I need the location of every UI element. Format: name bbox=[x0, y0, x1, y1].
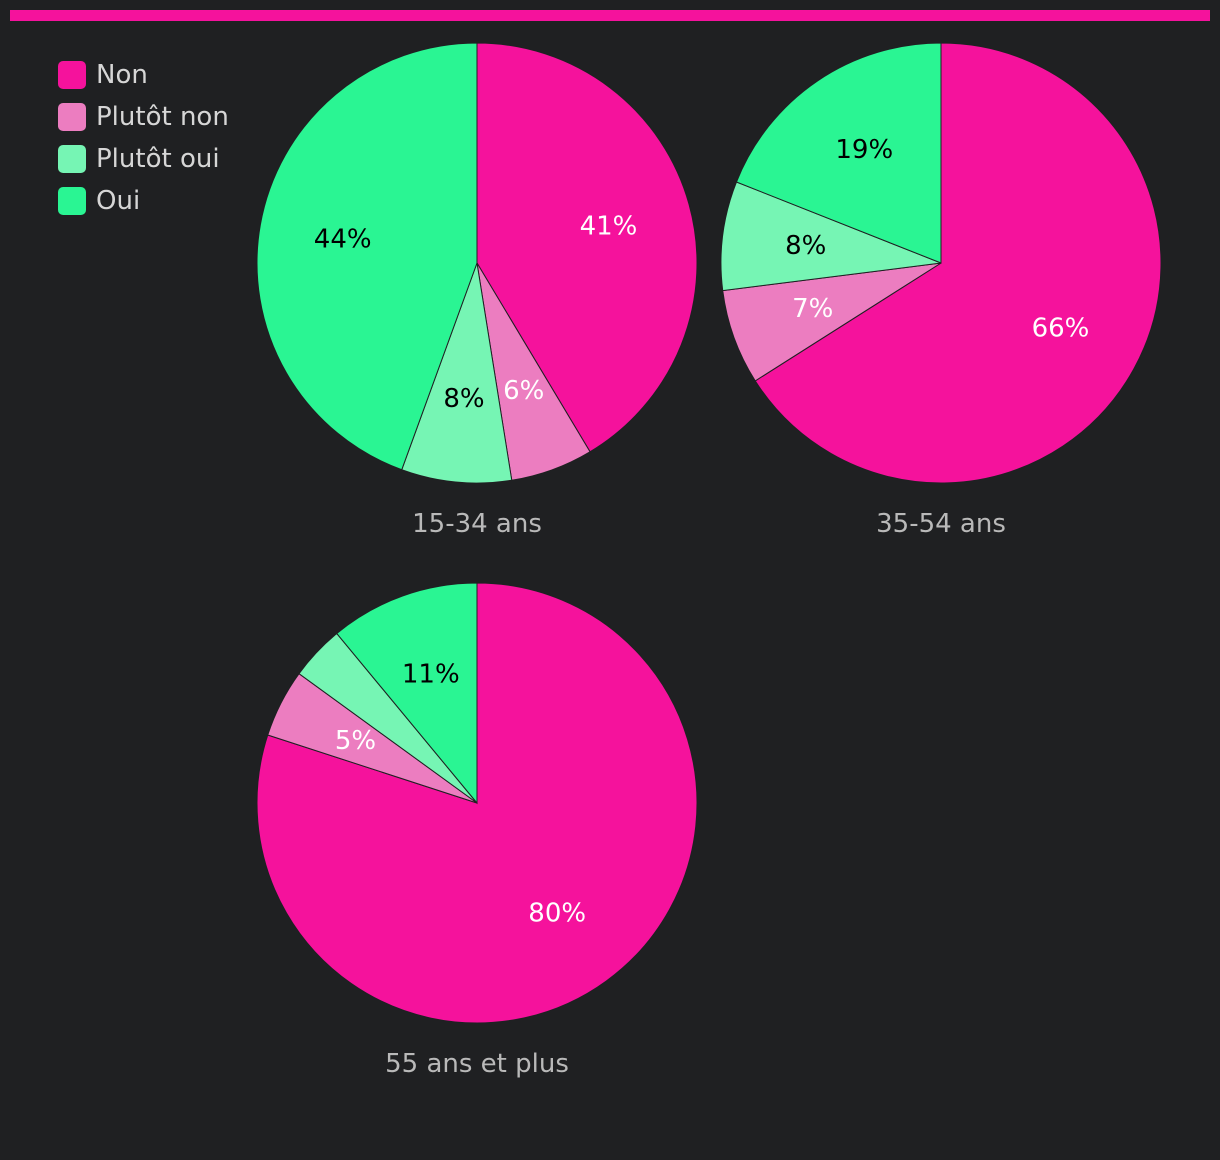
pie-data-label-oui: 19% bbox=[835, 135, 893, 165]
legend-swatch-plutot-non bbox=[58, 103, 86, 131]
legend-swatch-oui bbox=[58, 187, 86, 215]
pie-title: 35-54 ans bbox=[876, 509, 1006, 539]
legend-label-plutot-oui: Plutôt oui bbox=[96, 144, 220, 174]
legend-label-plutot-non: Plutôt non bbox=[96, 102, 229, 132]
pie-slice-non bbox=[476, 42, 698, 453]
pie-slice-non bbox=[754, 42, 1162, 484]
pie-data-label-oui: 44% bbox=[314, 224, 372, 254]
legend-label-oui: Oui bbox=[96, 186, 141, 216]
pie-data-label-oui: 11% bbox=[402, 660, 460, 690]
pie-data-label-non: 41% bbox=[580, 212, 638, 242]
pie-data-label-plutot-non: 5% bbox=[335, 726, 376, 756]
pie-data-label-plutot-oui: 8% bbox=[443, 384, 484, 414]
pie-title: 55 ans et plus bbox=[385, 1049, 569, 1079]
pie-35-54-ans: 66% 7% 8% 19% 35-54 ans bbox=[720, 42, 1162, 539]
legend-item-plutot-non: Plutôt non bbox=[58, 96, 229, 138]
pie-slice-oui bbox=[256, 42, 478, 471]
legend: Non Plutôt non Plutôt oui Oui bbox=[58, 54, 229, 222]
pie-data-label-non: 80% bbox=[528, 898, 586, 928]
pie-slice-plutot-oui bbox=[401, 261, 513, 484]
accent-bar bbox=[10, 10, 1210, 21]
pie-slice-oui bbox=[735, 42, 942, 264]
legend-item-plutot-oui: Plutôt oui bbox=[58, 138, 229, 180]
pie-data-label-non: 66% bbox=[1032, 314, 1090, 344]
legend-swatch-plutot-oui bbox=[58, 145, 86, 173]
pie-title: 15-34 ans bbox=[412, 509, 542, 539]
legend-label-non: Non bbox=[96, 60, 148, 90]
pie-slice-oui bbox=[336, 582, 478, 805]
pie-slice-plutot-oui bbox=[720, 181, 942, 292]
legend-item-non: Non bbox=[58, 54, 229, 96]
pie-data-label-plutot-non: 7% bbox=[792, 294, 833, 324]
pie-data-label-plutot-oui: 8% bbox=[785, 231, 826, 261]
pie-55-ans-et-plus: 80% 5% 11% 55 ans et plus bbox=[256, 582, 698, 1079]
pie-data-label-plutot-non: 6% bbox=[503, 376, 544, 406]
pie-15-34-ans: 41% 6% 8% 44% 15-34 ans bbox=[256, 42, 698, 539]
legend-item-oui: Oui bbox=[58, 180, 229, 222]
legend-swatch-non bbox=[58, 61, 86, 89]
